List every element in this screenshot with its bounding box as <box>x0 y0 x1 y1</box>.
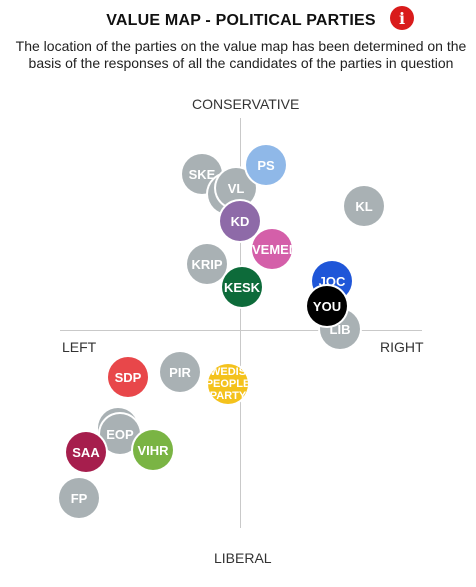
axis-label-right: RIGHT <box>380 339 424 355</box>
party-bubble-vihr[interactable]: VIHR <box>133 430 173 470</box>
party-label: PIR <box>169 364 191 380</box>
axis-label-conservative: CONSERVATIVE <box>192 96 300 112</box>
party-label: KRIP <box>191 256 223 272</box>
page-title: VALUE MAP - POLITICAL PARTIES <box>106 12 376 29</box>
party-bubble-kesk[interactable]: KESK <box>222 267 262 307</box>
party-bubble-fp[interactable]: FP <box>59 478 99 518</box>
party-label: SKE <box>188 166 216 182</box>
horizontal-axis-line <box>60 330 422 331</box>
axis-label-liberal: LIBERAL <box>214 550 272 566</box>
party-bubble-krip[interactable]: KRIP <box>187 244 227 284</box>
party-bubble-kl[interactable]: KL <box>344 186 384 226</box>
party-label: OVEMENT <box>252 241 292 257</box>
party-label: VIHR <box>137 442 169 458</box>
party-bubble-saa[interactable]: SAA <box>66 432 106 472</box>
party-bubble-kd[interactable]: KD <box>220 201 260 241</box>
party-label: KL <box>355 198 373 214</box>
party-label-swedish-line2: PEOPLE <box>208 378 248 390</box>
party-bubble-ps[interactable]: PS <box>246 145 286 185</box>
party-bubble-you[interactable]: YOU <box>307 286 347 326</box>
info-icon[interactable]: i <box>390 6 414 30</box>
party-label: LIB <box>329 321 351 337</box>
party-bubble-pir[interactable]: PIR <box>160 352 200 392</box>
party-label: JOC <box>318 273 346 289</box>
party-label: SDP <box>114 369 142 385</box>
party-label: PS <box>257 157 275 173</box>
party-label: SAA <box>72 444 100 460</box>
page-subtitle: The location of the parties on the value… <box>15 38 467 71</box>
party-label-swedish-line3: PARTY <box>209 390 247 402</box>
party-bubble-swedish[interactable]: WEDIS PEOPLE PARTY <box>208 364 248 404</box>
party-label: KD <box>230 213 250 229</box>
party-label: VL <box>227 180 245 196</box>
vertical-axis-line <box>240 118 241 528</box>
party-label-swedish-line1: WEDIS <box>209 366 247 378</box>
party-bubble-sdp[interactable]: SDP <box>108 357 148 397</box>
party-label: YOU <box>312 298 342 314</box>
axis-label-left: LEFT <box>62 339 97 355</box>
party-label: EOP <box>106 426 134 442</box>
party-bubble-ske[interactable]: SKE <box>182 154 222 194</box>
party-bubble-movement[interactable]: OVEMENT <box>252 229 292 269</box>
party-label: FP <box>70 490 88 506</box>
party-label: KESK <box>223 279 261 295</box>
